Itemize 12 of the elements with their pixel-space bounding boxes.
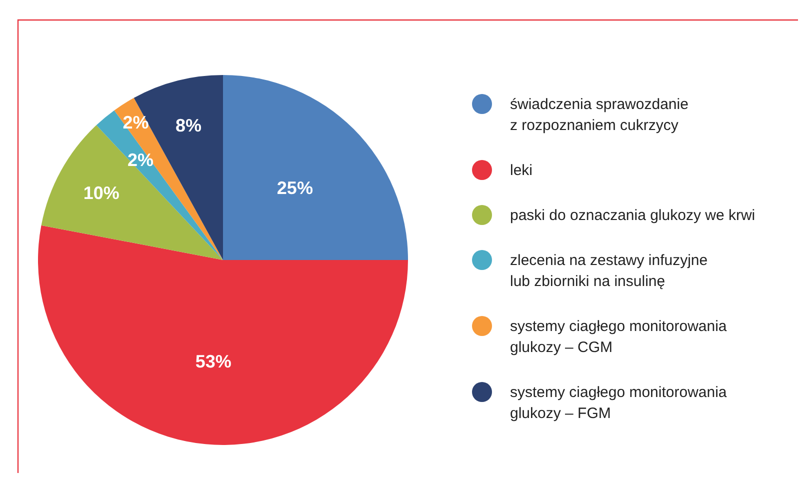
data-label: 53% [195,351,232,372]
legend-label: zlecenia na zestawy infuzyjne lub zbiorniki na insulinę [510,252,708,290]
legend-label: systemy ciagłego monitorowania glukozy – FGM [510,384,728,422]
data-label: 8% [175,116,202,136]
legend-label: świadczenia sprawozdanie z rozpoznaniem cukrzycy [510,96,688,134]
pie-slice [38,225,408,445]
data-label: 10% [83,183,120,204]
legend-label: paski do oznaczania glukozy we krwi [510,206,756,224]
legend-label: systemy ciagłego monitorowania glukozy – CGM [510,318,728,356]
pie-slice [223,75,408,260]
legend-label: leki [510,162,533,178]
data-label: 25% [276,178,313,198]
